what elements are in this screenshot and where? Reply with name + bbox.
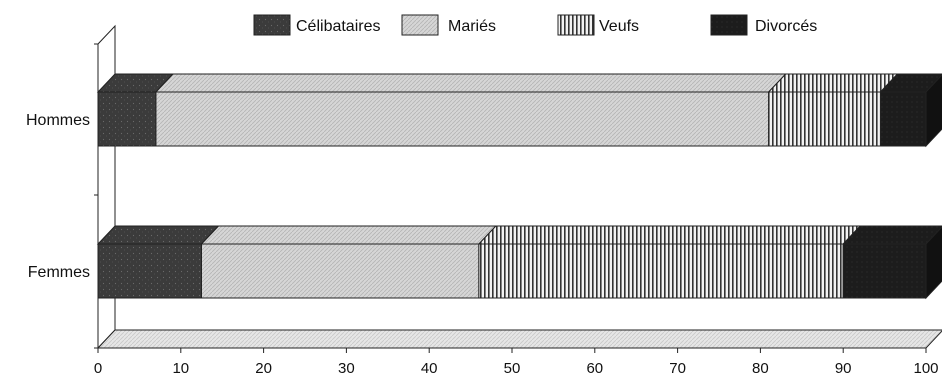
x-tick-label-60: 60 bbox=[586, 360, 603, 377]
legend-label-veufs: Veufs bbox=[599, 18, 639, 35]
legend-label-maries: Mariés bbox=[448, 18, 496, 35]
legend-swatch-maries bbox=[401, 14, 439, 36]
category-label-hommes: Hommes bbox=[26, 112, 90, 129]
x-tick-label-40: 40 bbox=[421, 360, 438, 377]
x-tick-label-10: 10 bbox=[172, 360, 189, 377]
x-tick-label-50: 50 bbox=[504, 360, 521, 377]
bar-top-femmes-divorces bbox=[842, 225, 942, 245]
legend-label-divorces: Divorcés bbox=[755, 18, 817, 35]
bar-femmes-divorces bbox=[842, 243, 927, 299]
bar-hommes-divorces bbox=[879, 91, 927, 147]
bar-top-femmes-maries bbox=[200, 225, 498, 245]
legend-label-celibataires: Célibataires bbox=[296, 18, 380, 35]
bar-end-hommes bbox=[925, 74, 942, 148]
bar-hommes-maries bbox=[155, 91, 770, 147]
x-tick-label-90: 90 bbox=[835, 360, 852, 377]
side-wall bbox=[97, 24, 116, 350]
category-label-femmes: Femmes bbox=[28, 264, 90, 281]
bar-femmes-maries bbox=[201, 243, 480, 299]
bars bbox=[96, 73, 942, 300]
floor bbox=[96, 329, 942, 349]
x-tick-label-70: 70 bbox=[669, 360, 686, 377]
bar-hommes-celibataires bbox=[97, 91, 157, 147]
bar-top-femmes-celibataires bbox=[96, 225, 220, 245]
bar-femmes-veufs bbox=[478, 243, 844, 299]
labels: 0 10 20 30 40 50 60 70 80 90 100 Hommes Femmes bbox=[26, 112, 939, 377]
legend-swatch-divorces bbox=[710, 14, 748, 36]
bar-femmes-celibataires bbox=[97, 243, 202, 299]
legend: Célibataires Mariés Veufs Divorcés bbox=[253, 14, 817, 36]
legend-swatch-veufs bbox=[557, 14, 595, 36]
legend-swatch-celibataires bbox=[253, 14, 291, 36]
bar-top-femmes-veufs bbox=[477, 225, 862, 245]
x-tick-label-30: 30 bbox=[338, 360, 355, 377]
bar-end-femmes bbox=[925, 226, 942, 300]
x-tick-label-80: 80 bbox=[752, 360, 769, 377]
x-tick-label-20: 20 bbox=[255, 360, 272, 377]
bar-top-hommes-maries bbox=[154, 73, 787, 93]
x-tick-label-100: 100 bbox=[913, 360, 938, 377]
bar-hommes-veufs bbox=[768, 91, 881, 147]
bar-top-hommes-veufs bbox=[767, 73, 899, 93]
x-tick-label-0: 0 bbox=[94, 360, 102, 377]
